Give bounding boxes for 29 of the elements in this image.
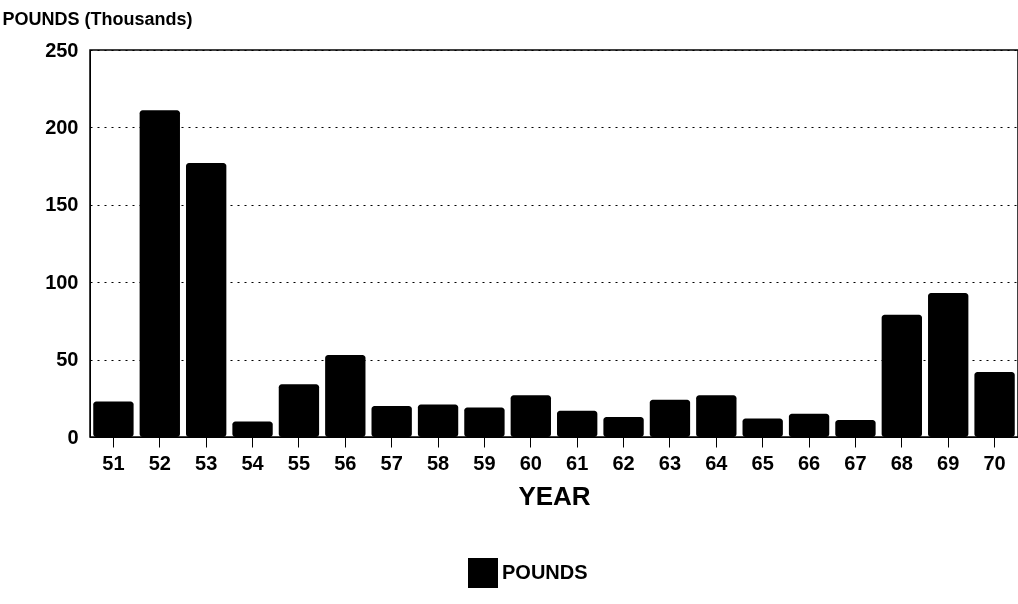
x-tick-label: 52 xyxy=(148,451,171,474)
x-tick-label: 57 xyxy=(380,451,403,474)
y-tick-label: 50 xyxy=(56,348,79,371)
x-tick-label: 61 xyxy=(566,451,589,474)
y-tick-label: 100 xyxy=(45,270,79,293)
x-tick-label: 56 xyxy=(334,451,357,474)
x-tick-label: 69 xyxy=(937,451,960,474)
y-tick-label: 250 xyxy=(45,38,79,61)
x-tick-label: 60 xyxy=(519,451,542,474)
y-tick-label: 150 xyxy=(45,193,79,216)
y-tick-label: 200 xyxy=(45,115,79,138)
x-tick-label: 68 xyxy=(890,451,913,474)
x-tick-label: 59 xyxy=(473,451,496,474)
x-tick-label: 58 xyxy=(426,451,450,474)
y-axis-title: POUNDS (Thousands) xyxy=(2,8,193,29)
x-tick-label: 67 xyxy=(844,451,867,474)
x-tick-label: 66 xyxy=(797,451,821,474)
x-tick-label: 51 xyxy=(102,451,125,474)
x-tick-label: 64 xyxy=(705,451,729,474)
x-tick-label: 53 xyxy=(195,451,218,474)
x-tick-label: 54 xyxy=(241,451,265,474)
legend-label: POUNDS xyxy=(502,561,588,583)
x-tick-label: 62 xyxy=(612,451,635,474)
x-tick-label: 55 xyxy=(287,451,311,474)
y-tick-label: 0 xyxy=(67,425,79,448)
x-tick-label: 65 xyxy=(751,451,774,474)
x-axis-title: YEAR xyxy=(518,480,591,511)
x-tick-label: 70 xyxy=(983,451,1006,474)
x-tick-label: 63 xyxy=(658,451,682,474)
